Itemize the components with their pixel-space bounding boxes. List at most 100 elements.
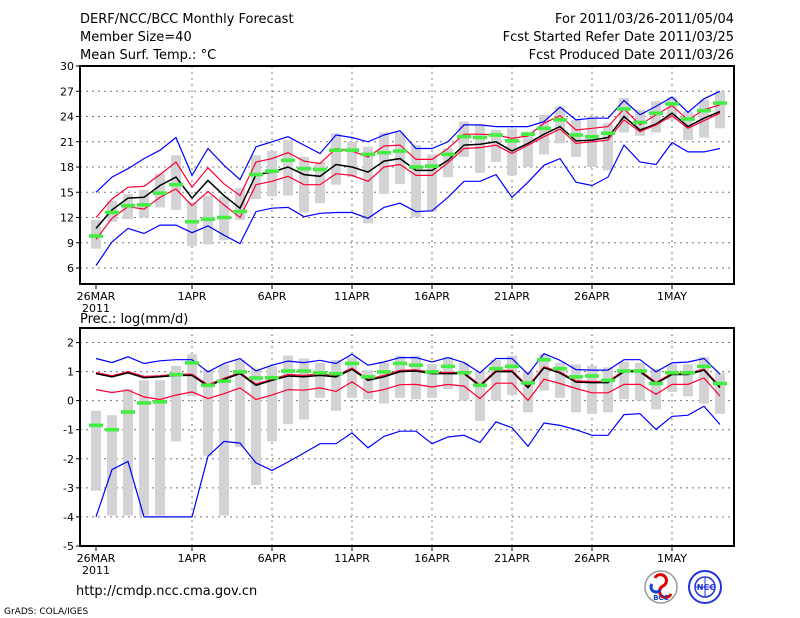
series-line-upper [95,104,721,218]
median-marker [681,117,695,121]
median-marker [489,366,503,371]
ensemble-range-bar [523,131,533,168]
ensemble-range-bar [427,364,437,398]
y-tick-label: 18 [60,161,74,174]
median-marker [217,379,231,383]
median-marker [361,152,375,157]
median-marker [297,166,311,171]
median-marker [345,361,359,366]
median-marker [137,401,151,405]
x-tick-label: 21APR [494,552,530,565]
ensemble-range-bar [459,121,469,157]
y-tick-label: 30 [60,60,74,73]
ensemble-range-bar [411,145,421,218]
ensemble-range-bar [491,129,501,162]
median-marker [489,133,503,137]
median-marker [505,364,519,369]
median-marker [105,210,119,215]
median-marker [121,203,135,208]
median-marker [425,164,439,168]
ensemble-range-bar [267,151,277,197]
ensemble-range-bar [331,133,341,185]
ensemble-range-bar [555,106,565,144]
ensemble-range-bar [427,154,437,212]
precip-panel-title: Prec.: log(mm/d) [80,312,188,327]
ensemble-range-bar [155,173,165,208]
ensemble-range-bar [347,141,357,178]
fcst-produced-date: Fcst Produced Date 2011/03/26 [529,48,734,63]
median-marker [569,133,583,137]
x-tick-label: 11APR [334,290,370,303]
median-marker [521,381,535,385]
ensemble-range-bar [635,362,645,401]
y-tick-label: -5 [63,540,74,553]
median-marker [601,131,615,136]
ensemble-range-bar [379,132,389,194]
median-marker [153,191,167,195]
ensemble-range-bar [475,124,485,173]
x-tick-label: 16APR [414,290,450,303]
median-marker [185,361,199,365]
ensemble-range-bar [459,362,469,401]
ensemble-range-bar [555,362,565,398]
ensemble-range-bar [171,365,181,442]
y-tick-label: 15 [60,186,74,199]
median-marker [345,148,359,152]
x-tick-label: 6APR [258,552,287,565]
median-marker [361,375,375,379]
median-marker [601,378,615,383]
ensemble-range-bar [715,373,725,414]
bcc-logo: BCC [644,570,678,604]
precipitation-panel: -5 -4 -3 -2 -1 0 1 2 26MAR 1APR 6APR 11APR 16APR 21AP… [63,327,735,577]
median-marker [185,219,199,224]
plot-frame [79,327,735,547]
median-marker [409,165,423,169]
ensemble-range-bar [619,97,629,133]
x-year-label: 2011 [82,302,110,315]
variable-label: Mean Surf. Temp.: °C [80,48,216,63]
ensemble-range-bar [667,97,677,120]
y-tick-label: 0 [67,395,74,408]
median-marker [377,370,391,374]
x-tick-label: 1APR [178,290,207,303]
ensemble-range-bar [507,355,517,395]
ensemble-range-bar [491,359,501,401]
series-line-min [95,141,721,266]
x-tick-label: 16APR [414,552,450,565]
median-marker [137,203,151,207]
median-marker [233,209,247,214]
ncc-logo-text: NCC [697,583,716,592]
x-tick-label: 11APR [334,552,370,565]
median-marker [377,150,391,155]
ensemble-range-bar [251,155,261,199]
median-marker [233,370,247,374]
ensemble-range-bar [187,202,197,247]
median-marker [105,427,119,432]
bcc-logo-text: BCC [653,594,669,602]
median-marker [89,234,103,238]
y-tick-label: 24 [60,111,74,124]
series-line-max [95,352,721,376]
ensemble-range-bar [299,358,309,420]
x-tick-label: 1MAY [657,552,687,565]
ensemble-range-bar [715,92,725,129]
median-marker [569,375,583,379]
ensemble-range-bar [155,380,165,516]
ensemble-range-bar [667,364,677,392]
ensemble-range-bar [395,355,405,398]
ensemble-range-bar [603,367,613,413]
ensemble-range-bar [651,368,661,410]
y-tick-label: -2 [63,453,74,466]
ensemble-range-bar [571,119,581,157]
y-tick-label: -1 [63,424,74,437]
median-marker [457,134,471,139]
x-tick-label: 21APR [494,290,530,303]
median-marker [201,217,215,221]
ensemble-range-bar [411,355,421,400]
median-marker [633,120,647,125]
y-tick-label: -3 [63,482,74,495]
ensemble-range-bar [267,365,277,442]
median-marker [169,372,183,377]
median-marker [281,369,295,373]
median-marker [585,374,599,378]
